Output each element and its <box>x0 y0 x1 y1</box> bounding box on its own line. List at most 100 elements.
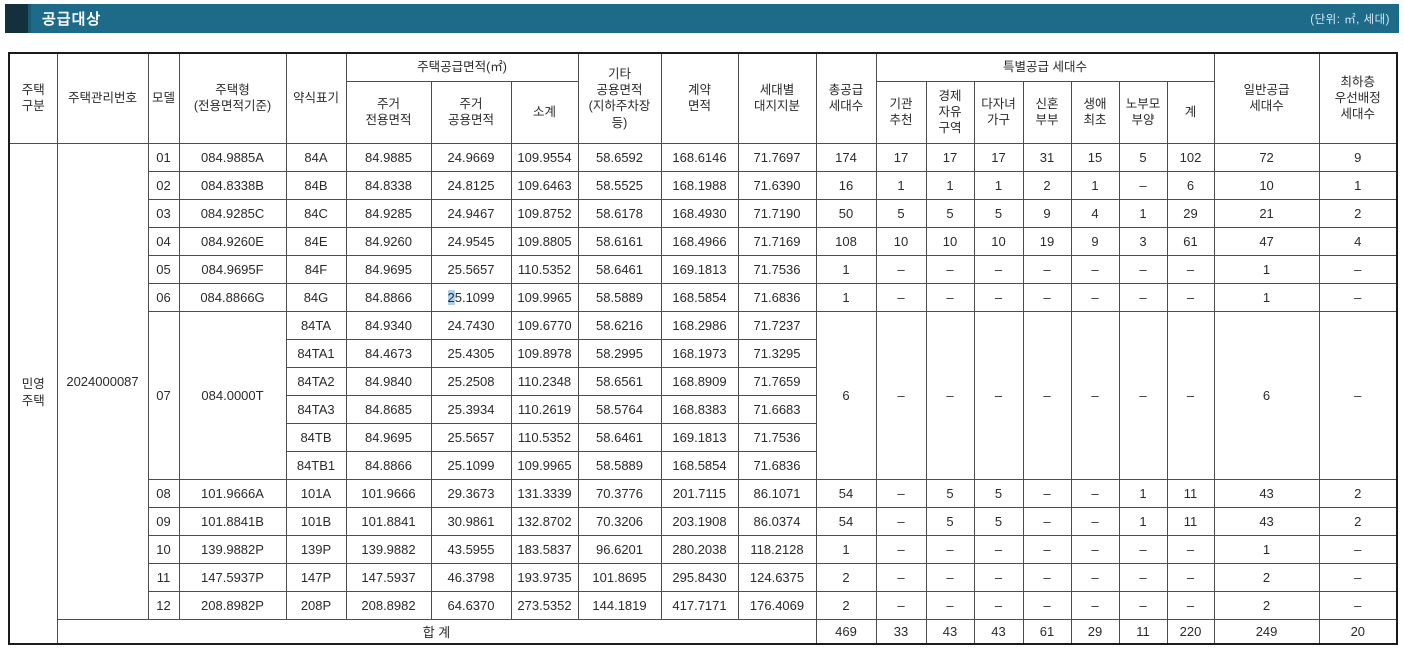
cell-special-5: – <box>1118 562 1168 592</box>
cell-other-common-area: 58.5525 <box>577 170 662 200</box>
cell-total-units: 50 <box>815 198 877 228</box>
header-special-newlywed: 신혼 부부 <box>1022 80 1072 144</box>
cell-special-1: 10 <box>925 226 975 256</box>
cell-model: 03 <box>147 198 180 228</box>
section-title-bar: 공급대상 (단위: ㎡, 세대) <box>5 4 1399 33</box>
cell-exclusive-area: 84.9695 <box>345 422 432 452</box>
cell-model: 06 <box>147 282 180 312</box>
cell-lowest-floor-units: – <box>1318 310 1398 480</box>
cell-exclusive-area: 139.9882 <box>345 534 432 564</box>
cell-model: 08 <box>147 478 180 508</box>
cell-special-1: 5 <box>925 198 975 228</box>
header-common-area: 주거 공용면적 <box>430 80 512 144</box>
cell-special-2: 1 <box>973 170 1024 200</box>
cell-special-6: 220 <box>1166 618 1215 645</box>
cell-contract-area: 168.8383 <box>660 394 739 424</box>
cell-total-units: 16 <box>815 170 877 200</box>
cell-exclusive-area: 84.8866 <box>345 450 432 480</box>
header-notation: 약식표기 <box>285 52 347 144</box>
cell-land-share: 71.7536 <box>737 422 817 452</box>
cell-lowest-floor-units: – <box>1318 534 1398 564</box>
cell-lowest-floor-units: 4 <box>1318 226 1398 256</box>
cell-special-0: 10 <box>875 226 927 256</box>
cell-model: 05 <box>147 254 180 284</box>
cell-total-label: 합 계 <box>56 618 817 645</box>
cell-special-0: – <box>875 254 927 284</box>
cell-contract-area: 169.1813 <box>660 254 739 284</box>
cell-common-area: 64.6370 <box>430 590 512 620</box>
section-title: 공급대상 <box>42 11 102 28</box>
cell-special-2: 5 <box>973 198 1024 228</box>
cell-subtotal-area: 110.5352 <box>510 254 579 284</box>
cell-general-units: 1 <box>1213 254 1320 284</box>
cell-special-4: 29 <box>1070 618 1120 645</box>
cell-special-4: – <box>1070 590 1120 620</box>
cell-house-type: 084.0000T <box>178 310 287 480</box>
cell-special-4: – <box>1070 478 1120 508</box>
table-row: 11 147.5937P 147P 147.5937 46.3798 193.9735 10… <box>9 562 1398 592</box>
cell-contract-area: 168.1973 <box>660 338 739 368</box>
cell-total-units: 54 <box>815 478 877 508</box>
cell-special-4: 4 <box>1070 198 1120 228</box>
cell-land-share: 176.4069 <box>737 590 817 620</box>
cell-special-0: 33 <box>875 618 927 645</box>
cell-other-common-area: 70.3206 <box>577 506 662 536</box>
supply-table-container: 주택 구분 주택관리번호 모델 주택형 (전용면적기준) 약식표기 주택공급면적… <box>8 52 1399 645</box>
supply-table: 주택 구분 주택관리번호 모델 주택형 (전용면적기준) 약식표기 주택공급면적… <box>8 52 1399 645</box>
cell-special-5: – <box>1118 254 1168 284</box>
cell-exclusive-area: 208.8982 <box>345 590 432 620</box>
cell-common-area: 43.5955 <box>430 534 512 564</box>
cell-total-units: 1 <box>815 254 877 284</box>
cell-house-type: 101.8841B <box>178 506 287 536</box>
table-row: 09 101.8841B 101B 101.8841 30.9861 132.8702 70… <box>9 506 1398 536</box>
cell-special-5: – <box>1118 534 1168 564</box>
cell-general-units: 1 <box>1213 534 1320 564</box>
cell-special-2: 5 <box>973 506 1024 536</box>
header-contract-area: 계약 면적 <box>660 52 739 144</box>
header-special-free-economic-zone: 경제 자유 구역 <box>925 80 975 144</box>
cell-total-units: 2 <box>815 590 877 620</box>
cell-subtotal-area: 109.6463 <box>510 170 579 200</box>
cell-subtotal-area: 110.2619 <box>510 394 579 424</box>
cell-general-units: 43 <box>1213 506 1320 536</box>
table-row: 04 084.9260E 84E 84.9260 24.9545 109.8805 58.6… <box>9 226 1398 256</box>
cell-contract-area: 417.7171 <box>660 590 739 620</box>
cell-other-common-area: 58.6461 <box>577 422 662 452</box>
cell-lowest-floor-units: – <box>1318 590 1398 620</box>
cell-general-units: 2 <box>1213 562 1320 592</box>
cell-special-3: 2 <box>1022 170 1072 200</box>
cell-special-4: – <box>1070 254 1120 284</box>
cell-house-type: 084.9695F <box>178 254 287 284</box>
cell-exclusive-area: 147.5937 <box>345 562 432 592</box>
cell-subtotal-area: 131.3339 <box>510 478 579 508</box>
cell-mgmt-no: 2024000087 <box>56 142 149 620</box>
header-model: 모델 <box>147 52 180 144</box>
cell-exclusive-area: 84.8866 <box>345 282 432 312</box>
cell-special-5: – <box>1118 282 1168 312</box>
cell-special-6: 29 <box>1166 198 1215 228</box>
cell-exclusive-area: 84.9260 <box>345 226 432 256</box>
cell-total-units: 1 <box>815 534 877 564</box>
cell-subtotal-area: 109.6770 <box>510 310 579 340</box>
cell-lowest-floor-units: 20 <box>1318 618 1398 645</box>
header-special-multi-child: 다자녀 가구 <box>973 80 1024 144</box>
header-house-type: 주택형 (전용면적기준) <box>178 52 287 144</box>
cell-special-4: – <box>1070 562 1120 592</box>
cell-special-3: 9 <box>1022 198 1072 228</box>
cell-contract-area: 168.1988 <box>660 170 739 200</box>
cell-special-4: – <box>1070 282 1120 312</box>
cell-special-6: – <box>1166 534 1215 564</box>
cell-land-share: 124.6375 <box>737 562 817 592</box>
cell-special-5: 3 <box>1118 226 1168 256</box>
header-special-institution: 기관 추천 <box>875 80 927 144</box>
header-total-units: 총공급 세대수 <box>815 52 877 144</box>
cell-exclusive-area: 84.9885 <box>345 142 432 172</box>
cell-house-type: 084.8866G <box>178 282 287 312</box>
unit-note: (단위: ㎡, 세대) <box>1310 13 1390 26</box>
cell-special-6: 61 <box>1166 226 1215 256</box>
cell-contract-area: 168.4930 <box>660 198 739 228</box>
cell-notation: 208P <box>285 590 347 620</box>
cell-special-4: 15 <box>1070 142 1120 172</box>
cell-common-area: 24.7430 <box>430 310 512 340</box>
cell-contract-area: 168.5854 <box>660 282 739 312</box>
